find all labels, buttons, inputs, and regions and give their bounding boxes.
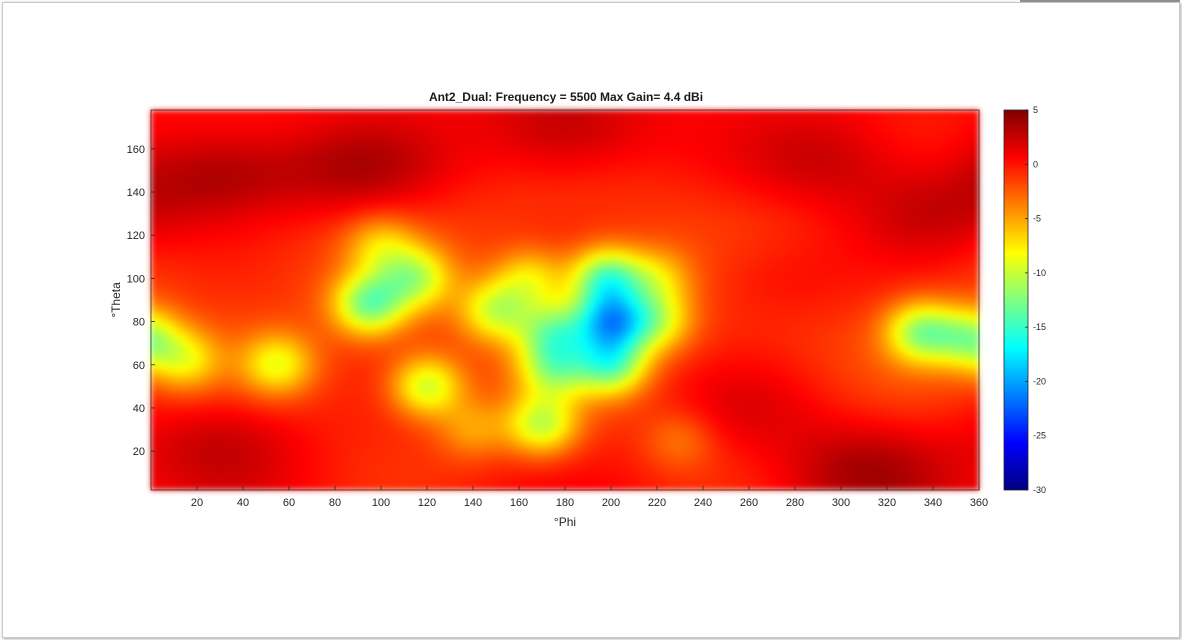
colorbar-tick-label: -30 bbox=[1033, 485, 1046, 495]
colorbar-gradient bbox=[1003, 109, 1029, 491]
x-tick-label: 180 bbox=[556, 497, 574, 509]
colorbar: 5 0 -5 -10 -15 -20 -25 -30 bbox=[1003, 105, 1046, 495]
window-edge bbox=[1020, 0, 1180, 2]
y-tick-label: 40 bbox=[133, 403, 145, 415]
y-tick-label: 120 bbox=[127, 230, 145, 242]
x-tick-label: 260 bbox=[740, 497, 758, 509]
x-tick-label: 140 bbox=[464, 497, 482, 509]
x-axis-label: °Phi bbox=[554, 515, 576, 529]
colorbar-tick-label: -15 bbox=[1033, 322, 1046, 332]
colorbar-tick-label: -25 bbox=[1033, 431, 1046, 441]
x-axis: 20 40 60 80 100 120 140 160 180 200 220 240 260 280 30… bbox=[191, 486, 988, 509]
x-tick-label: 60 bbox=[283, 497, 295, 509]
x-tick-label: 100 bbox=[372, 497, 390, 509]
heatmap-image bbox=[151, 110, 979, 490]
x-tick-label: 320 bbox=[878, 497, 896, 509]
y-tick-label: 60 bbox=[133, 360, 145, 372]
x-tick-label: 200 bbox=[602, 497, 620, 509]
plot-area bbox=[150, 109, 980, 491]
colorbar-tick-label: -20 bbox=[1033, 376, 1046, 386]
x-tick-label: 220 bbox=[648, 497, 666, 509]
y-tick-label: 20 bbox=[133, 446, 145, 458]
x-tick-label: 280 bbox=[786, 497, 804, 509]
colorbar-tick-label: 0 bbox=[1033, 159, 1038, 169]
x-tick-label: 300 bbox=[832, 497, 850, 509]
y-tick-label: 140 bbox=[127, 187, 145, 199]
x-tick-label: 20 bbox=[191, 497, 203, 509]
y-axis: 20 40 60 80 100 120 140 160 bbox=[127, 144, 155, 458]
x-tick-label: 120 bbox=[418, 497, 436, 509]
y-axis-label: °Theta bbox=[109, 282, 123, 318]
x-tick-label: 40 bbox=[237, 497, 249, 509]
colorbar-tick-label: -5 bbox=[1033, 214, 1041, 224]
colorbar-tick-label: -10 bbox=[1033, 268, 1046, 278]
colorbar-tick-label: 5 bbox=[1033, 105, 1038, 115]
x-tick-label: 80 bbox=[329, 497, 341, 509]
x-tick-label: 240 bbox=[694, 497, 712, 509]
x-tick-label: 360 bbox=[970, 497, 988, 509]
y-tick-label: 100 bbox=[127, 273, 145, 285]
y-tick-label: 160 bbox=[127, 144, 145, 156]
y-tick-label: 80 bbox=[133, 317, 145, 329]
chart-title: Ant2_Dual: Frequency = 5500 Max Gain= 4.… bbox=[429, 90, 703, 104]
x-tick-label: 160 bbox=[510, 497, 528, 509]
x-tick-label: 340 bbox=[924, 497, 942, 509]
